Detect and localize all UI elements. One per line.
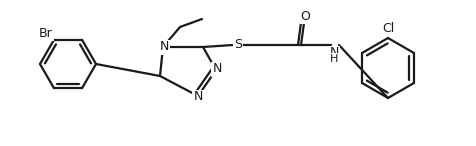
Text: S: S xyxy=(234,39,242,52)
Text: O: O xyxy=(300,9,310,22)
Text: H: H xyxy=(330,54,338,64)
Text: Br: Br xyxy=(39,27,53,40)
Text: N: N xyxy=(159,40,169,53)
Text: N: N xyxy=(193,91,203,104)
Text: Cl: Cl xyxy=(382,21,394,34)
Text: N: N xyxy=(212,62,222,75)
Text: N: N xyxy=(329,46,339,60)
